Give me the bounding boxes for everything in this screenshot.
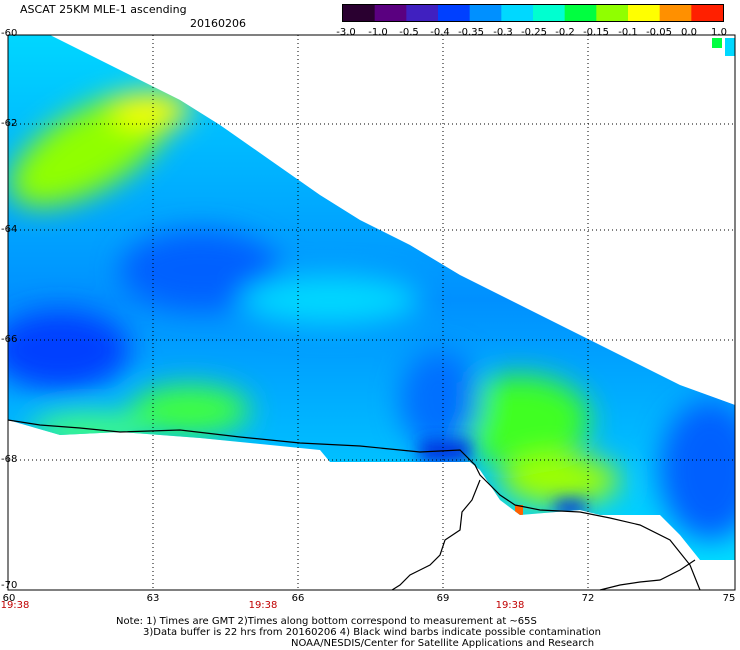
note-line-3: NOAA/NESDIS/Center for Satellite Applica… — [291, 638, 595, 649]
colorbar-segment — [501, 5, 534, 21]
colorbar-segment — [564, 5, 597, 21]
cbar-tick: 0.0 — [681, 27, 697, 38]
cbar-tick: -0.15 — [583, 27, 609, 38]
graticule — [8, 35, 735, 590]
lon-label: 60 — [2, 593, 16, 604]
colorbar-tick-labels: -3.0 -1.0 -0.5 -0.4 -0.35 -0.3 -0.25 -0.… — [330, 27, 740, 41]
colorbar-segment — [343, 5, 376, 21]
colorbar-segment — [469, 5, 502, 21]
colorbar-segment — [533, 5, 566, 21]
lat-label: -66 — [1, 334, 18, 345]
lon-label: 72 — [581, 593, 595, 604]
cbar-tick: -3.0 — [336, 27, 356, 38]
coastline — [7, 419, 701, 591]
colorbar-frame — [342, 4, 724, 22]
cbar-tick: -1.0 — [368, 27, 388, 38]
colorbar — [342, 4, 724, 22]
time-label: 19:38 — [0, 600, 30, 611]
map-plot — [7, 34, 736, 591]
colorbar-segment — [596, 5, 629, 21]
lat-label: -70 — [1, 580, 18, 591]
data-patch — [725, 38, 735, 56]
lat-label: -68 — [1, 454, 18, 465]
colorbar-segment — [374, 5, 407, 21]
note-line-1: Note: 1) Times are GMT 2)Times along bot… — [116, 616, 537, 627]
cbar-tick: -0.3 — [493, 27, 513, 38]
note-line-2: 3)Data buffer is 22 hrs from 20160206 4)… — [143, 627, 601, 638]
cbar-tick: -0.5 — [399, 27, 419, 38]
colorbar-segment — [438, 5, 471, 21]
lat-label: -60 — [1, 28, 18, 39]
colorbar-segment — [628, 5, 661, 21]
cbar-tick: 1.0 — [711, 27, 727, 38]
colorbar-segment — [406, 5, 439, 21]
chart-date: 20160206 — [190, 17, 246, 30]
cbar-tick: -0.2 — [555, 27, 575, 38]
colorbar-segment — [659, 5, 692, 21]
data-patch — [712, 38, 722, 48]
chart-title: ASCAT 25KM MLE-1 ascending — [20, 3, 187, 16]
lon-label: 63 — [146, 593, 160, 604]
lon-label: 69 — [436, 593, 450, 604]
lat-label: -62 — [1, 118, 18, 129]
cbar-tick: -0.05 — [646, 27, 672, 38]
time-label: 19:38 — [248, 600, 278, 611]
colorbar-segment — [691, 5, 724, 21]
cbar-tick: -0.4 — [430, 27, 450, 38]
map-frame — [7, 34, 736, 591]
cbar-tick: -0.35 — [458, 27, 484, 38]
lon-label: 75 — [722, 593, 736, 604]
time-label: 19:38 — [495, 600, 525, 611]
cbar-tick: -0.25 — [521, 27, 547, 38]
cbar-tick: -0.1 — [618, 27, 638, 38]
lat-label: -64 — [1, 224, 18, 235]
wind-field-swath — [8, 35, 735, 560]
lon-label: 66 — [291, 593, 305, 604]
